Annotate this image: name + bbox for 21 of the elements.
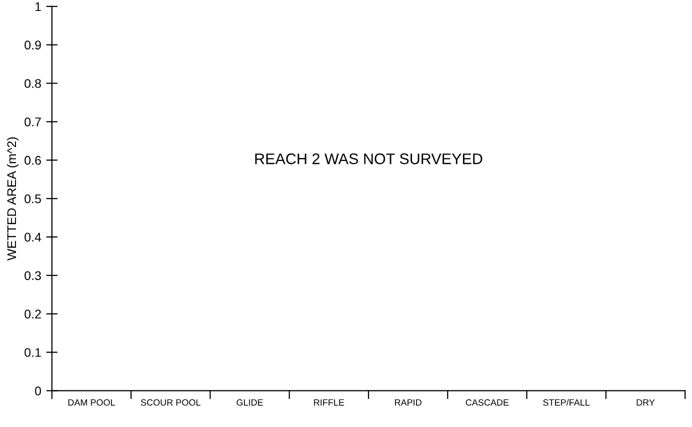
y-tick-label: 0.3 — [24, 271, 41, 280]
y-tick-label: 1 — [35, 2, 41, 11]
y-tick-label: 0.4 — [24, 232, 42, 242]
x-tick-label: DRY — [636, 399, 655, 406]
y-tick-label: 0.9 — [24, 40, 41, 50]
y-tick-label: 0.7 — [24, 117, 41, 126]
y-tick-label: 0.6 — [24, 156, 41, 165]
x-tick-label: CASCADE — [466, 399, 509, 406]
x-tick-label: RIFFLE — [314, 399, 344, 406]
y-tick-label: 0.5 — [24, 194, 41, 204]
x-tick-label: GLIDE — [236, 399, 263, 406]
y-tick-label: 0.8 — [24, 79, 41, 88]
x-tick-label: DAM POOL — [68, 399, 115, 406]
x-tick-label: RAPID — [395, 399, 422, 406]
annotation: REACH 2 WAS NOT SURVEYED — [255, 153, 482, 164]
y-tick-label: 0 — [35, 386, 41, 396]
y-tick-label: 0.2 — [24, 310, 41, 318]
x-tick-label: SCOUR POOL — [140, 399, 200, 406]
y-tick-label: 0.1 — [24, 348, 41, 357]
y-axis-title: WETTED AREA (m^2) — [6, 137, 19, 260]
x-tick-label: STEP/FALL — [543, 399, 590, 406]
